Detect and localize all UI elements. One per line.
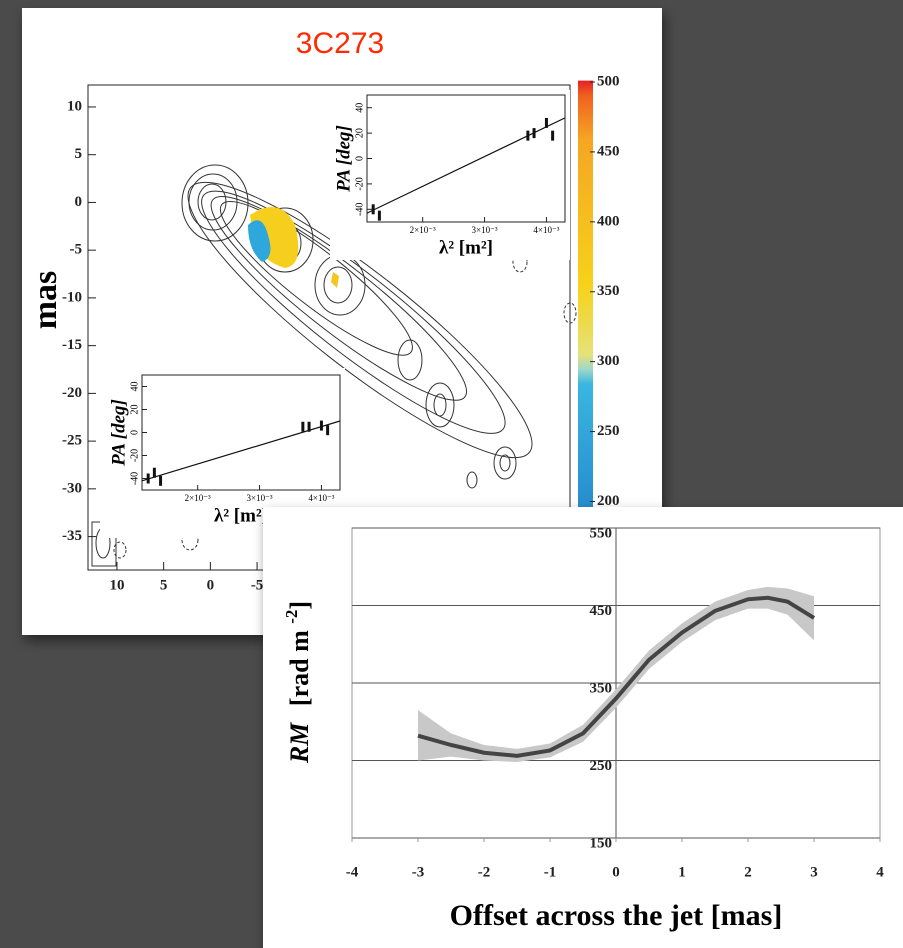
slide: 3C273 mas 1050-5-10-15-20-25-30-351050-5… [0, 0, 903, 948]
chart-title: 3C273 [296, 27, 384, 60]
x-tick-label: 1 [678, 864, 686, 880]
x-tick-label: -2 [478, 864, 491, 880]
data-point [308, 422, 311, 432]
x-tick-label: -3 [412, 864, 425, 880]
x-tick-label: -4 [346, 864, 359, 880]
y-tick-label: 20 [354, 128, 365, 138]
y-tick-label: -20 [129, 449, 140, 462]
data-point [159, 476, 162, 486]
colorbar-label: 300 [597, 353, 620, 369]
y-label-quantity: RM [285, 722, 314, 764]
y-tick-label: -35 [62, 528, 82, 544]
y-tick-label: -25 [62, 433, 82, 449]
data-point [147, 474, 150, 484]
inset-y-label: PA [deg] [333, 125, 354, 193]
data-point [153, 468, 156, 478]
y-tick-label: -15 [62, 337, 82, 353]
inset-x-label: λ² [m²] [214, 505, 268, 526]
y-tick-label: 550 [590, 525, 613, 541]
y-tick-label: -20 [62, 385, 82, 401]
y-tick-label: -5 [70, 242, 83, 258]
y-tick-label: 450 [590, 603, 613, 619]
y-tick-label: 150 [590, 835, 613, 851]
y-tick-label: 5 [75, 146, 83, 162]
x-tick-label: -1 [544, 864, 557, 880]
data-point [326, 425, 329, 435]
rm-figure: 150 250 350 450 550 -4 -3 -2 -1 0 1 2 3 4 RM [rad m -2… [263, 507, 903, 948]
y-tick-label: 40 [354, 103, 365, 113]
inset-x-label: λ² [m²] [439, 237, 493, 258]
x-tick-label: 2 [744, 864, 752, 880]
data-point [526, 131, 529, 141]
x-tick-label: 4×10⁻³ [533, 225, 559, 235]
y-tick-label: 40 [129, 382, 140, 392]
data-point [301, 422, 304, 432]
x-tick-label: 3×10⁻³ [247, 493, 273, 503]
y-tick-label: 10 [67, 98, 82, 114]
y-tick-label: 350 [590, 680, 613, 696]
colorbar-label: 450 [597, 143, 620, 159]
y-tick-label: -10 [62, 289, 82, 305]
x-tick-label: 3×10⁻³ [472, 225, 498, 235]
inset-y-label: PA [deg] [108, 399, 129, 467]
data-point [545, 118, 548, 128]
colorbar-label: 200 [597, 493, 620, 509]
y-axis-label: RM [rad m -2] [282, 601, 314, 764]
y-tick-label: 250 [590, 758, 613, 774]
x-tick-label: 2×10⁻³ [410, 225, 436, 235]
x-axis-label: Offset across the jet [mas] [450, 899, 783, 932]
x-tick-label: 0 [612, 864, 620, 880]
x-tick-label: 10 [109, 577, 124, 593]
y-tick-label: 0 [354, 156, 365, 161]
inset: 40 20 0 -20 -40 2×10⁻³ 3×10⁻³ 4×10⁻³ PA [deg] λ² … [330, 90, 570, 260]
x-tick-label: 2×10⁻³ [185, 493, 211, 503]
data-point [378, 211, 381, 221]
y-label-close: ] [285, 601, 314, 610]
y-tick-label: 20 [129, 405, 140, 415]
y-tick-label: 0 [129, 430, 140, 435]
data-point [551, 131, 554, 141]
y-tick-label: -40 [129, 472, 140, 485]
x-tick-label: 5 [160, 577, 168, 593]
x-tick-label: 4 [876, 864, 884, 880]
colorbar-label: 250 [597, 423, 620, 439]
data-point [320, 421, 323, 431]
colorbar [578, 81, 593, 570]
x-tick-label: 4×10⁻³ [308, 493, 334, 503]
colorbar-label: 400 [597, 213, 620, 229]
y-tick-label: 0 [75, 194, 83, 210]
x-tick-label: 3 [810, 864, 818, 880]
x-tick-label: 0 [207, 577, 215, 593]
y-label-unit: [rad m [285, 630, 314, 706]
colorbar-label: 350 [597, 283, 620, 299]
colorbar-label: 500 [597, 73, 620, 89]
y-tick-label: -20 [354, 177, 365, 190]
data-point [372, 204, 375, 214]
x-tick-label: -5 [251, 577, 264, 593]
y-tick-label: -30 [62, 480, 82, 496]
data-point [533, 128, 536, 138]
y-tick-label: -40 [354, 203, 365, 216]
y-axis-label: mas [27, 271, 64, 330]
y-label-exponent: -2 [282, 610, 301, 624]
